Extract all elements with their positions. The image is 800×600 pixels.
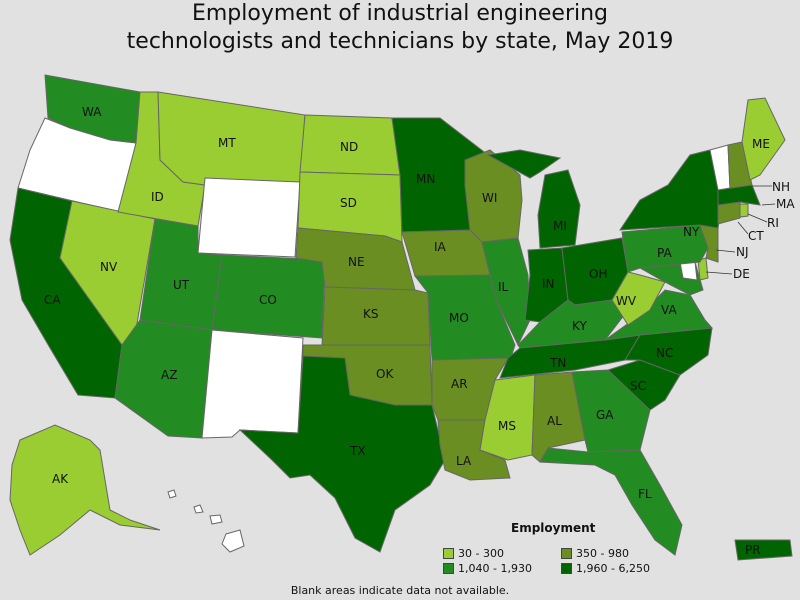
legend-title: Employment [511,521,596,535]
state-tx[interactable] [238,355,446,553]
label-de: DE [733,267,750,281]
state-hi[interactable] [167,489,245,553]
state-ak[interactable] [9,424,161,556]
leader-de [705,271,733,275]
state-pr[interactable] [734,539,793,561]
legend-item-1: 30 - 300 [443,547,504,560]
label-nh: NH [772,180,790,194]
label-il: IL [498,280,509,294]
state-sc[interactable] [607,359,681,411]
label-mt: MT [218,136,236,150]
label-mo: MO [449,311,469,325]
legend-label-2: 350 - 980 [576,547,629,560]
state-dc[interactable] [679,261,698,281]
label-mn: MN [416,172,435,186]
label-ne: NE [348,255,365,269]
label-tn: TN [549,356,566,370]
state-nm[interactable] [201,329,304,439]
legend-swatch-4 [561,563,572,574]
label-sc: SC [630,379,646,393]
state-fl[interactable] [539,447,683,556]
label-sd: SD [340,196,357,210]
label-nj: NJ [736,245,749,259]
label-wv: WV [616,294,637,308]
label-ms: MS [498,419,516,433]
state-ia[interactable] [401,229,491,283]
label-ar: AR [451,377,468,391]
state-ri[interactable] [739,203,749,218]
label-la: LA [456,454,472,468]
label-ma: MA [776,197,795,211]
state-me[interactable] [741,97,786,181]
legend-swatch-3 [443,563,454,574]
label-va: VA [661,303,677,317]
state-de[interactable] [697,257,709,281]
label-nd: ND [340,140,358,154]
label-co: CO [259,293,277,307]
label-ga: GA [596,408,614,422]
legend-swatch-2 [561,548,572,559]
leader-ct [737,221,749,235]
label-id: ID [151,190,164,204]
leader-ri [747,213,768,223]
legend-swatch-1 [443,548,454,559]
label-wi: WI [482,191,497,205]
state-wy[interactable] [197,177,301,258]
state-ct[interactable] [717,201,741,225]
state-mi[interactable] [486,149,581,249]
legend-item-4: 1,960 - 6,250 [561,562,650,575]
state-nh[interactable] [727,141,753,189]
label-pa: PA [657,246,672,260]
map-title-line-1: Employment of industrial engineering [191,1,609,26]
legend-item-2: 350 - 980 [561,547,629,560]
leader-nj [715,249,736,253]
label-ca: CA [44,293,61,307]
legend-label-4: 1,960 - 6,250 [576,562,650,575]
label-ks: KS [363,307,379,321]
label-in: IN [542,277,555,291]
legend-label-1: 30 - 300 [458,547,504,560]
label-nv: NV [100,260,118,274]
label-ok: OK [376,367,394,381]
leader-ma [761,203,776,206]
label-fl: FL [638,487,652,501]
data-note: Blank areas indicate data not available. [290,584,510,597]
state-il[interactable] [481,237,531,347]
label-tx: TX [349,444,366,458]
state-ks[interactable] [321,286,431,346]
label-az: AZ [161,368,177,382]
label-wa: WA [82,105,102,119]
label-al: AL [547,414,562,428]
label-me: ME [752,137,770,151]
label-ak: AK [52,472,69,486]
label-nc: NC [656,346,673,360]
legend-label-3: 1,040 - 1,930 [458,562,532,575]
label-oh: OH [589,267,607,281]
state-ny[interactable] [619,149,723,231]
map-title-line-2: technologists and technicians by state, … [126,29,674,54]
label-ky: KY [572,319,587,333]
label-mi: MI [553,219,567,233]
label-ny: NY [683,225,700,239]
label-ct: CT [748,229,764,243]
legend-item-3: 1,040 - 1,930 [443,562,532,575]
label-ia: IA [434,240,447,254]
label-pr: PR [745,543,761,557]
label-ri: RI [767,216,779,230]
label-ut: UT [173,278,190,292]
